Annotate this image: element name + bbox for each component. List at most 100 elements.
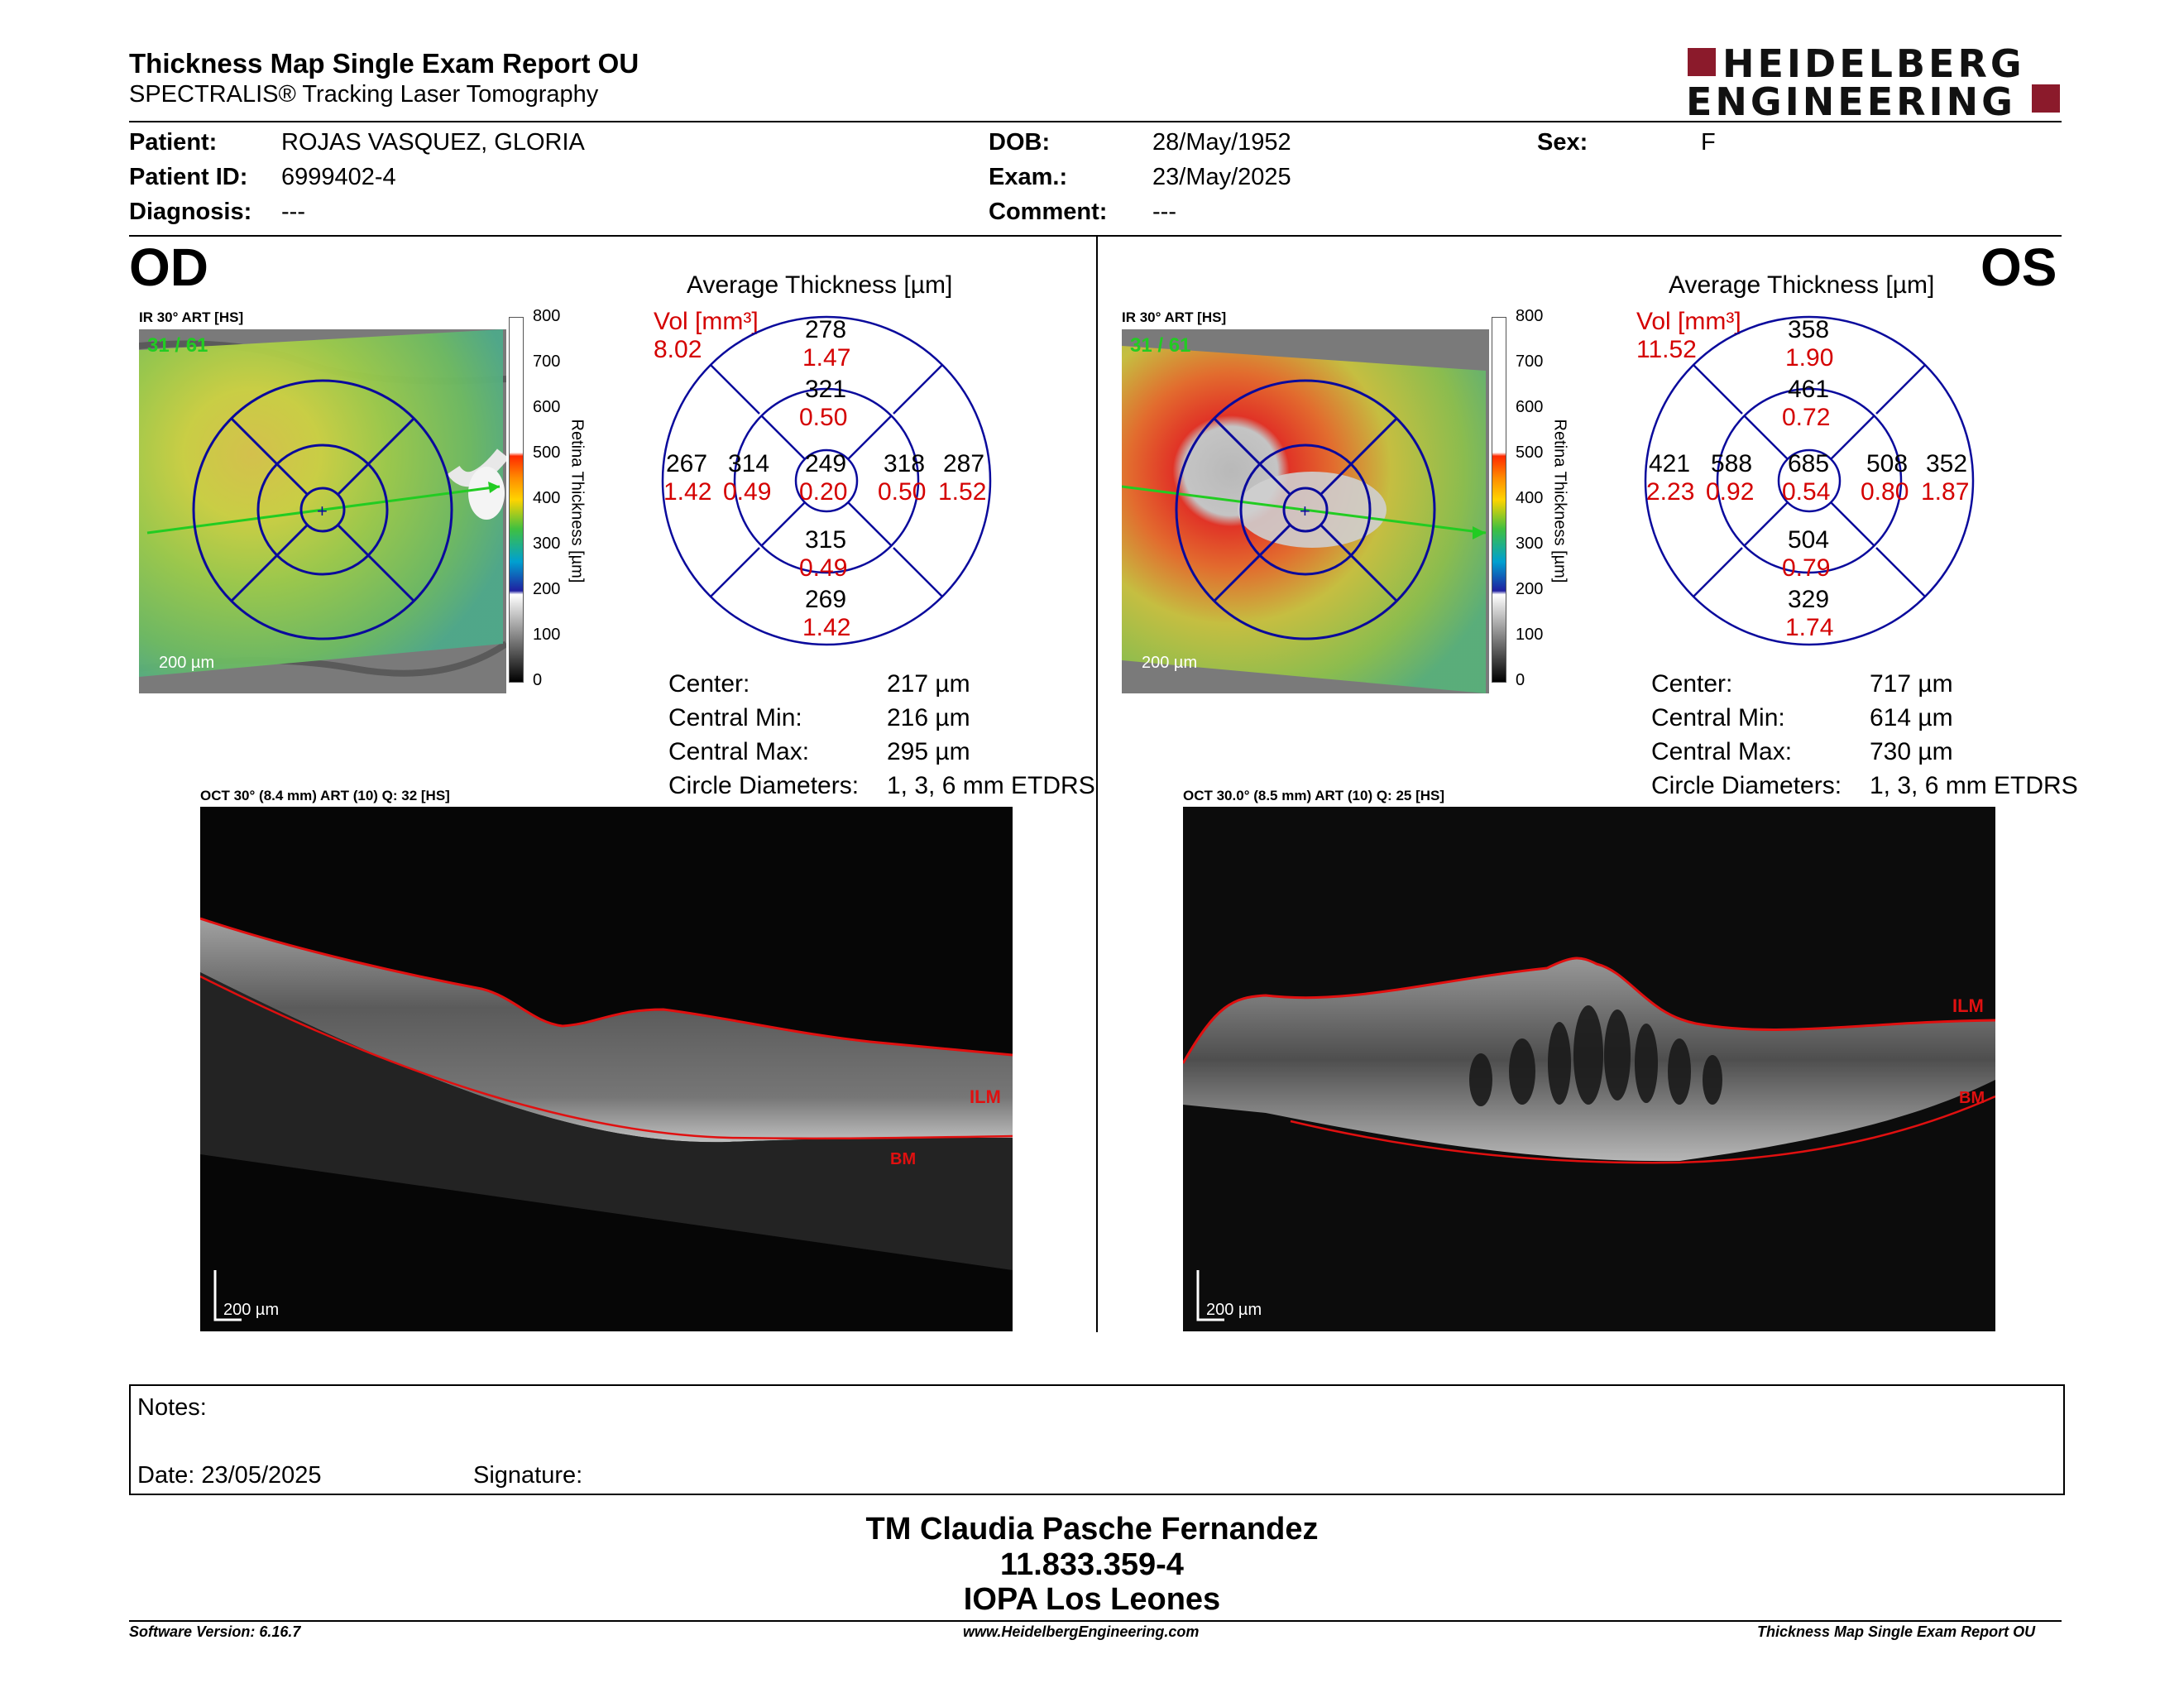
os-inner-inf-t: 504 bbox=[1788, 526, 1830, 554]
od-center-v: 0.20 bbox=[799, 478, 848, 506]
od-tick: 800 bbox=[533, 307, 561, 325]
footer-website[interactable]: www.HeidelbergEngineering.com bbox=[963, 1623, 1200, 1640]
os-inner-sup-v: 0.72 bbox=[1782, 404, 1831, 431]
od-inner-nas-t: 318 bbox=[884, 450, 926, 477]
os-tick: 600 bbox=[1516, 398, 1544, 416]
od-inner-temp-v: 0.49 bbox=[723, 478, 772, 506]
os-etdrs-overlay: + bbox=[1175, 379, 1436, 640]
svg-text:+: + bbox=[1300, 501, 1310, 521]
od-bm-label: BM bbox=[890, 1150, 916, 1168]
od-inner-nas-v: 0.50 bbox=[878, 478, 927, 506]
os-scale-bar: 200 µm bbox=[1142, 654, 1198, 672]
od-stat-min-k: Central Min: bbox=[668, 704, 802, 731]
od-stat-center-k: Center: bbox=[668, 670, 750, 698]
heidelberg-logo: HEIDELBERG ENGINEERING bbox=[1684, 41, 2065, 124]
os-tick: 0 bbox=[1516, 671, 1525, 689]
od-colorbar-ticks: 800 700 600 500 400 300 200 100 0 bbox=[533, 307, 566, 696]
od-colorbar bbox=[509, 317, 524, 683]
notes-date: Date: 23/05/2025 bbox=[137, 1462, 322, 1489]
os-colorbar bbox=[1492, 317, 1506, 683]
signer-rut: 11.833.359-4 bbox=[1000, 1547, 1184, 1582]
os-tick: 500 bbox=[1516, 444, 1544, 462]
report-subtitle: SPECTRALIS® Tracking Laser Tomography bbox=[129, 81, 599, 108]
os-grid-values: 358 1.90 461 0.72 421 2.23 588 0.92 685 … bbox=[1636, 308, 1984, 655]
diagnosis-label: Diagnosis: bbox=[129, 199, 252, 225]
patient-label: Patient: bbox=[129, 129, 218, 156]
patient-id-label: Patient ID: bbox=[129, 164, 248, 190]
exam-value: 23/May/2025 bbox=[1152, 164, 1291, 190]
os-outer-sup-v: 1.90 bbox=[1785, 344, 1834, 372]
od-tick: 700 bbox=[533, 352, 561, 371]
od-inner-inf-t: 315 bbox=[805, 526, 847, 554]
center-divider bbox=[1096, 237, 1098, 1332]
od-stat-diam-k: Circle Diameters: bbox=[668, 772, 860, 799]
os-outer-inf-t: 329 bbox=[1788, 586, 1830, 613]
os-thickness-map bbox=[1122, 329, 1489, 693]
od-avg-title: Average Thickness [µm] bbox=[687, 271, 953, 299]
report-title: Thickness Map Single Exam Report OU bbox=[129, 48, 639, 79]
os-inner-inf-v: 0.79 bbox=[1782, 554, 1831, 582]
od-inner-temp-t: 314 bbox=[728, 450, 770, 477]
od-ilm-label: ILM bbox=[970, 1086, 1001, 1107]
logo-text-top: HEIDELBERG bbox=[1722, 41, 2025, 86]
od-outer-nas-v: 1.52 bbox=[938, 478, 987, 506]
od-outer-sup-t: 278 bbox=[805, 316, 847, 343]
od-outer-inf-v: 1.42 bbox=[802, 614, 851, 641]
os-ilm-label: ILM bbox=[1952, 995, 1984, 1016]
header-divider bbox=[129, 121, 2062, 122]
signer-name: TM Claudia Pasche Fernandez bbox=[865, 1512, 1319, 1547]
os-vol-label: Vol [mm³] bbox=[1636, 308, 1741, 335]
od-tick: 600 bbox=[533, 398, 561, 416]
od-tick: 200 bbox=[533, 580, 561, 598]
os-oct-scale: 200 µm bbox=[1206, 1301, 1262, 1319]
os-inner-sup-t: 461 bbox=[1788, 376, 1830, 403]
comment-value: --- bbox=[1152, 199, 1176, 225]
os-vol-total: 11.52 bbox=[1636, 336, 1697, 363]
os-inner-temp-v: 0.92 bbox=[1706, 478, 1755, 506]
os-bm-label: BM bbox=[1959, 1089, 1985, 1107]
exam-label: Exam.: bbox=[989, 164, 1068, 190]
notes-signature-label: Signature: bbox=[473, 1462, 583, 1489]
od-tick: 400 bbox=[533, 489, 561, 507]
od-inner-sup-v: 0.50 bbox=[799, 404, 848, 431]
os-oct-label: OCT 30.0° (8.5 mm) ART (10) Q: 25 [HS] bbox=[1183, 788, 1445, 803]
os-stat-min-k: Central Min: bbox=[1651, 704, 1785, 731]
od-vol-total: 8.02 bbox=[654, 336, 702, 363]
od-stat-center-v: 217 µm bbox=[887, 670, 970, 698]
od-outer-temp-t: 267 bbox=[666, 450, 708, 477]
footer-report: Thickness Map Single Exam Report OU bbox=[1757, 1623, 2036, 1640]
os-stat-center-k: Center: bbox=[1651, 670, 1733, 698]
os-outer-nas-v: 1.87 bbox=[1921, 478, 1970, 506]
logo-block-bottom bbox=[2032, 84, 2060, 113]
os-etdrs-grid bbox=[1644, 315, 1975, 646]
od-stat-diam-v: 1, 3, 6 mm ETDRS bbox=[887, 772, 1095, 799]
patient-id: 6999402-4 bbox=[281, 164, 396, 190]
od-ir-label: IR 30° ART [HS] bbox=[139, 309, 244, 325]
od-outer-inf-t: 269 bbox=[805, 586, 847, 613]
od-tick: 300 bbox=[533, 535, 561, 553]
os-tick: 100 bbox=[1516, 626, 1544, 644]
sex-label: Sex: bbox=[1537, 129, 1588, 156]
od-inner-sup-t: 321 bbox=[805, 376, 847, 403]
od-stat-max-v: 295 µm bbox=[887, 738, 970, 765]
os-tick: 400 bbox=[1516, 489, 1544, 507]
os-stat-max-k: Central Max: bbox=[1651, 738, 1793, 765]
dob-label: DOB: bbox=[989, 129, 1051, 156]
os-stat-diam-v: 1, 3, 6 mm ETDRS bbox=[1870, 772, 2078, 799]
od-oct-scan: ILM BM 200 µm bbox=[200, 807, 1013, 1331]
od-center-t: 249 bbox=[805, 450, 847, 477]
notes-box[interactable]: Notes: Date: 23/05/2025 Signature: bbox=[129, 1384, 2065, 1495]
od-inner-inf-v: 0.49 bbox=[799, 554, 848, 582]
od-frame-counter: 31 / 61 bbox=[147, 334, 208, 357]
od-outer-temp-v: 1.42 bbox=[663, 478, 712, 506]
od-oct-label: OCT 30° (8.4 mm) ART (10) Q: 32 [HS] bbox=[200, 788, 450, 803]
os-tick: 300 bbox=[1516, 535, 1544, 553]
logo-text-bottom: ENGINEERING bbox=[1686, 79, 2016, 124]
os-center-v: 0.54 bbox=[1782, 478, 1831, 506]
comment-label: Comment: bbox=[989, 199, 1108, 225]
od-outer-nas-t: 287 bbox=[943, 450, 985, 477]
os-stat-min-v: 614 µm bbox=[1870, 704, 1953, 731]
od-colorbar-label: Retina Thickness [µm] bbox=[568, 419, 587, 583]
os-tick: 800 bbox=[1516, 307, 1544, 325]
svg-text:+: + bbox=[317, 501, 328, 521]
